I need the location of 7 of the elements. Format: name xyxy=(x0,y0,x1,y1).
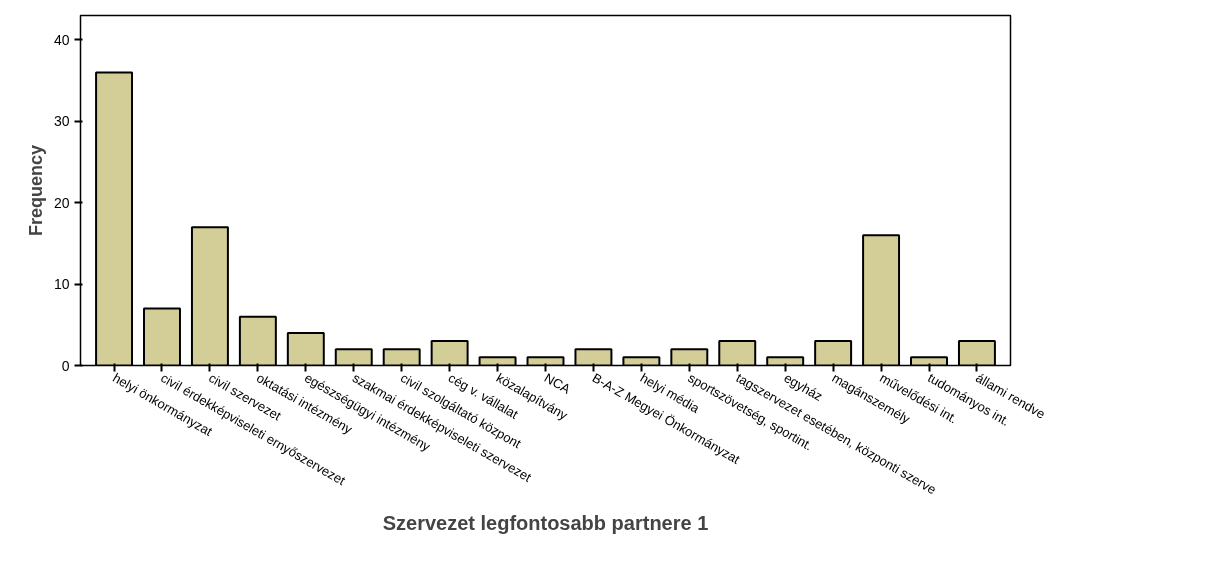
x-axis-title: Szervezet legfontosabb partnere 1 xyxy=(382,511,709,534)
y-tick-label: 20 xyxy=(53,194,70,211)
y-tick-label: 10 xyxy=(53,276,70,293)
y-tick-label: 0 xyxy=(61,357,70,374)
y-axis-title: Frequency xyxy=(25,144,46,237)
y-tick-label: 30 xyxy=(53,113,70,130)
y-tick-label: 40 xyxy=(53,31,70,48)
